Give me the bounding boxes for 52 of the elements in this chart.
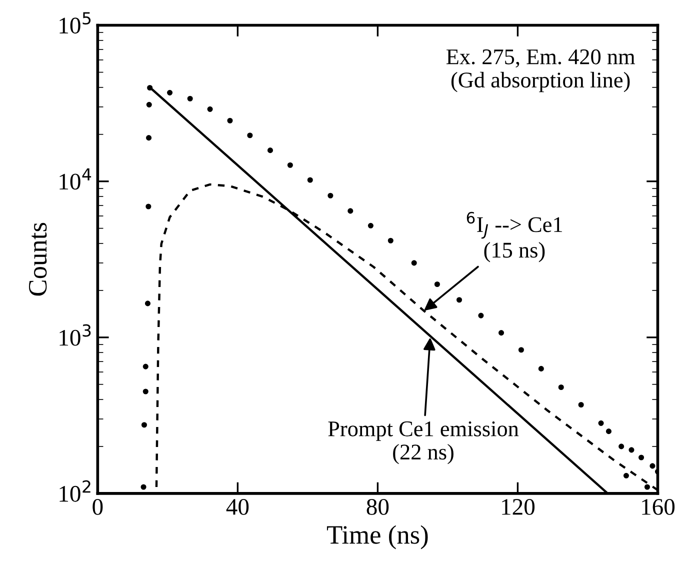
y-axis-title: Counts	[28, 222, 47, 296]
x-tick-label: 160	[642, 498, 675, 515]
x-axis-title: Time (ns)	[326, 525, 428, 550]
point	[146, 102, 152, 108]
point	[307, 177, 313, 183]
point	[456, 297, 462, 303]
y-tick-label: 10$^{3}$	[60, 324, 91, 346]
point	[411, 260, 417, 266]
point	[227, 118, 233, 124]
point	[167, 90, 173, 96]
point	[638, 454, 644, 460]
point	[388, 238, 394, 244]
y-tick-label: 10$^{2}$	[60, 480, 90, 502]
point	[187, 96, 193, 102]
point	[146, 135, 152, 141]
point	[628, 447, 634, 453]
point	[618, 444, 624, 450]
point	[142, 388, 148, 394]
point	[141, 422, 147, 428]
point	[518, 347, 524, 353]
annotation: $^{6}$I$_{J}$ --> Ce1 (15 ns)	[466, 212, 562, 262]
point	[144, 300, 151, 306]
point	[538, 366, 544, 372]
point	[247, 132, 253, 138]
y-tick-label: 10$^{4}$	[60, 168, 92, 190]
point	[644, 484, 650, 490]
point	[140, 484, 146, 490]
annotation: Ex. 275, Em. 420 nm (Gd absorption line)	[446, 49, 635, 92]
point	[147, 84, 153, 91]
point	[142, 364, 148, 370]
point	[558, 384, 564, 390]
point	[498, 330, 504, 336]
y-tick-label: 10$^{5}$	[60, 12, 91, 34]
x-tick-label: 80	[366, 498, 389, 515]
point	[606, 428, 612, 434]
point	[598, 420, 604, 426]
point	[146, 204, 152, 210]
point	[287, 162, 293, 168]
annotation: Prompt Ce1 emission (22 ns)	[328, 421, 519, 464]
point	[267, 148, 274, 154]
point	[207, 106, 213, 112]
point	[578, 402, 584, 408]
x-tick-label: 120	[502, 498, 535, 515]
point	[478, 312, 484, 318]
point	[368, 222, 374, 228]
x-tick-label: 40	[226, 498, 249, 515]
point	[348, 208, 354, 214]
point	[328, 192, 334, 198]
point	[623, 472, 630, 478]
point	[434, 281, 440, 288]
x-tick-label: 0	[92, 498, 103, 515]
point	[650, 463, 656, 469]
